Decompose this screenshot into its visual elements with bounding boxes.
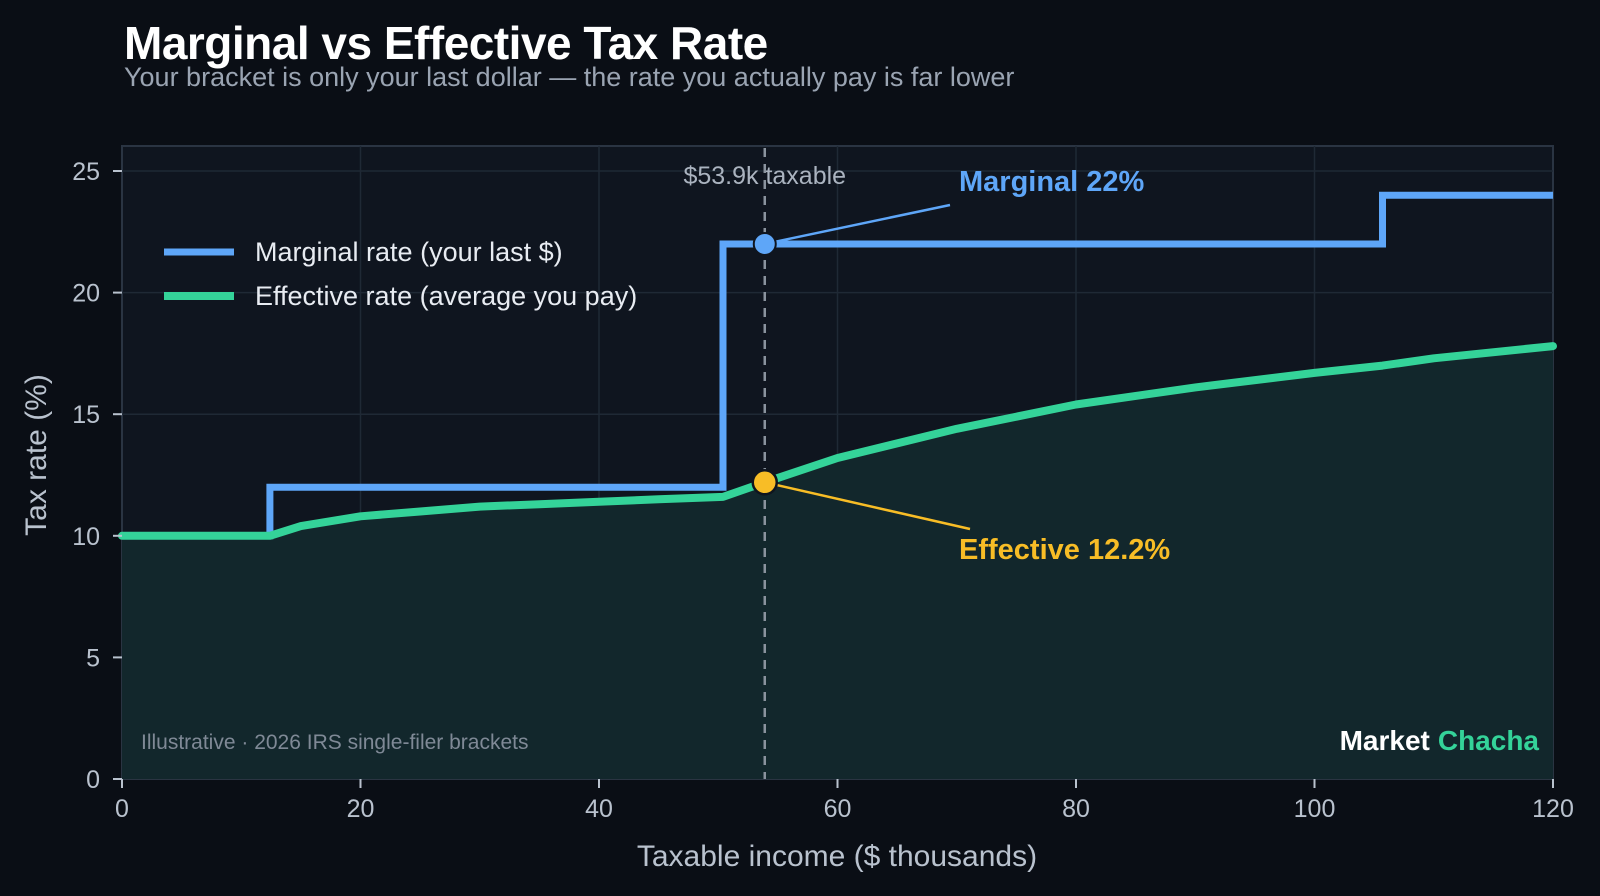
marginal-point-marker (752, 231, 777, 256)
brand-word-chacha: Chacha (1438, 725, 1540, 756)
brand-logo: Market Chacha (1340, 725, 1540, 756)
y-tick-label: 5 (86, 644, 100, 672)
x-tick-label: 40 (585, 795, 613, 823)
x-tick-label: 120 (1532, 795, 1574, 823)
x-tick-label: 60 (824, 795, 852, 823)
x-tick-label: 80 (1062, 795, 1090, 823)
marginal-rate-line (122, 191, 1553, 540)
footnote: Illustrative · 2026 IRS single-filer bra… (141, 731, 529, 754)
legend-label-effective: Effective rate (average you pay) (255, 281, 637, 311)
reference-line: $53.9k taxable (683, 148, 846, 779)
effective-rate-area (122, 346, 1553, 779)
x-tick-label: 100 (1294, 795, 1336, 823)
marginal-annotation-leader (764, 203, 951, 246)
effective-point-marker (751, 469, 779, 496)
effective-annotation-leader (764, 481, 971, 531)
y-tick-label: 10 (72, 523, 100, 551)
chart-title: Marginal vs Effective Tax Rate (124, 17, 768, 69)
x-tick-label: 0 (115, 795, 129, 823)
effective-rate-line (118, 342, 1557, 540)
chart-subtitle: Your bracket is only your last dollar — … (124, 62, 1015, 92)
x-tick-label: 20 (347, 795, 375, 823)
brand-word-market: Market (1340, 725, 1430, 756)
legend: Marginal rate (your last $) Effective ra… (164, 237, 637, 311)
y-tick-label: 0 (86, 766, 100, 794)
axis-ticks: 0 20 40 60 80 100 120 0 5 10 15 20 25 (72, 158, 1574, 823)
legend-label-marginal: Marginal rate (your last $) (255, 237, 563, 267)
x-axis-label: Taxable income ($ thousands) (637, 840, 1037, 873)
marginal-annotation-label: Marginal 22% (959, 166, 1145, 198)
annotations: Marginal 22% Effective 12.2% (751, 166, 1170, 566)
y-tick-label: 20 (72, 280, 100, 308)
reference-line-label: $53.9k taxable (683, 162, 846, 190)
effective-annotation-label: Effective 12.2% (959, 534, 1170, 566)
y-tick-label: 15 (72, 401, 100, 429)
y-axis-label: Tax rate (%) (20, 374, 53, 536)
y-tick-label: 25 (72, 158, 100, 186)
